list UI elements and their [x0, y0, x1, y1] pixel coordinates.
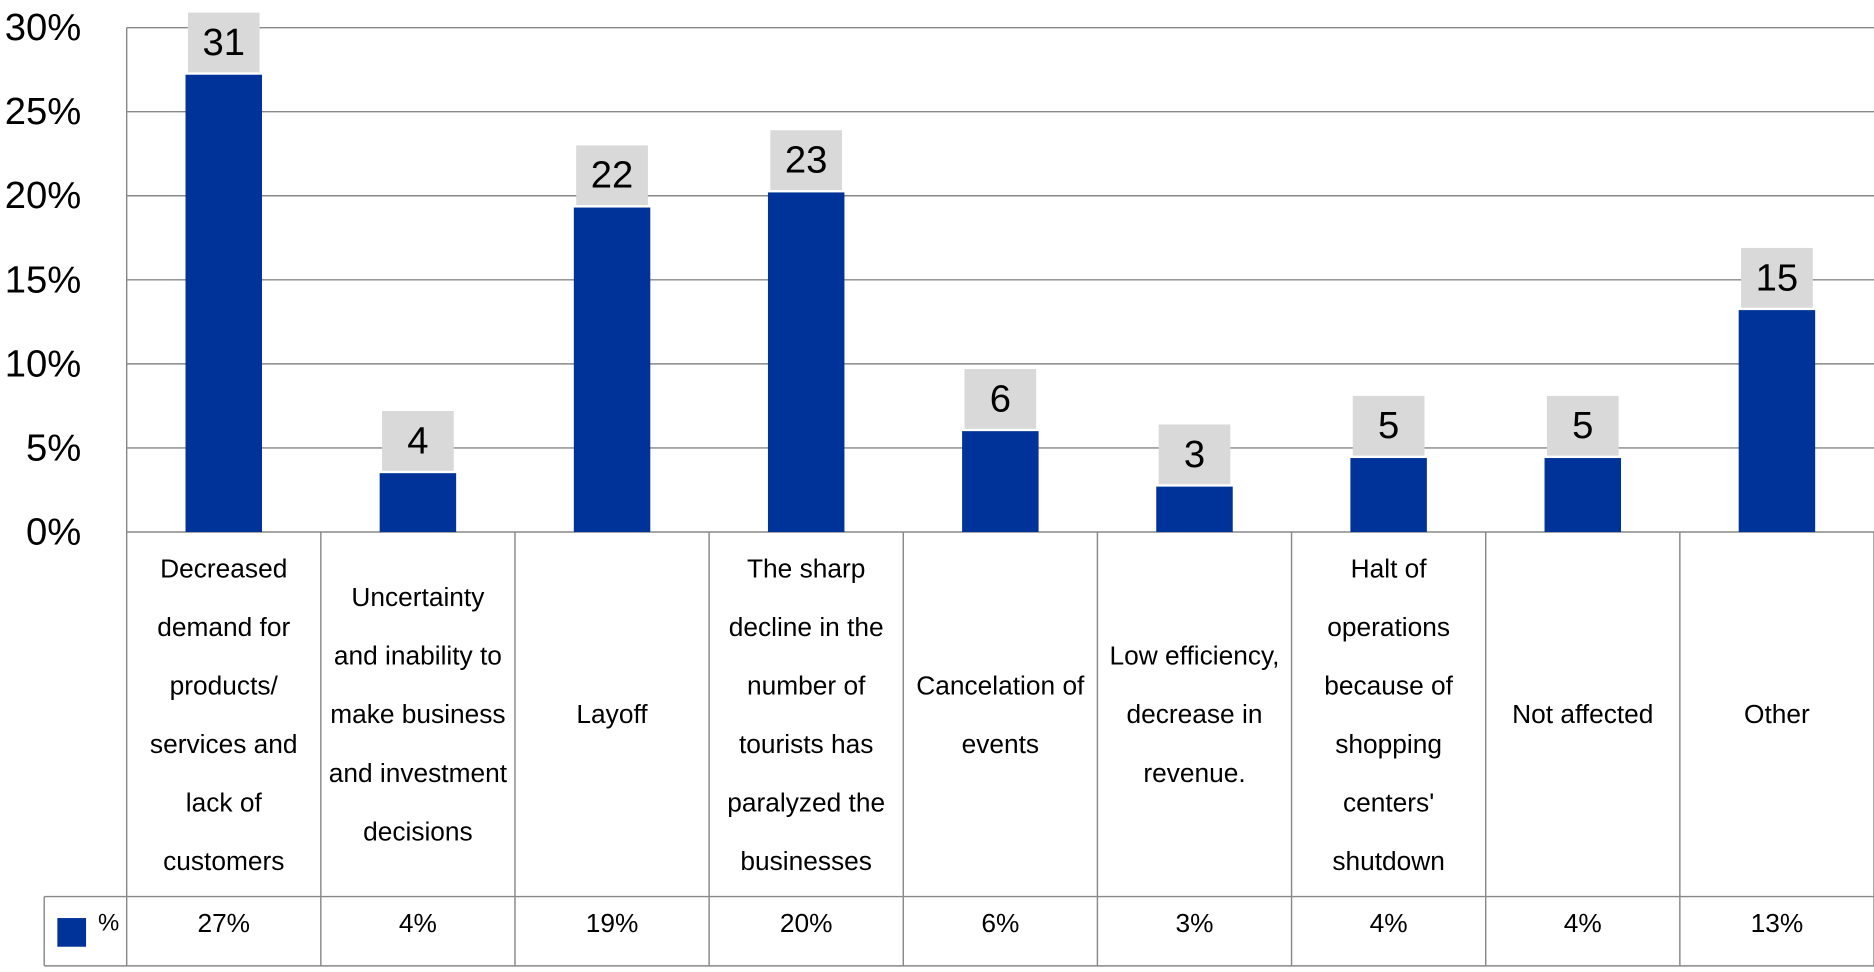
- bar: [1738, 310, 1816, 533]
- x-tick-label-box: Decreased demand for products/ services …: [149, 552, 298, 876]
- legend-swatch: [57, 918, 87, 947]
- table-value: 4%: [399, 908, 437, 938]
- count-label: 5: [1378, 404, 1399, 447]
- count-label: 22: [591, 154, 634, 197]
- table-value: 20%: [780, 908, 833, 938]
- y-tick-label: 15%: [5, 258, 82, 301]
- count-label-box: [576, 145, 648, 206]
- y-tick-label: 25%: [5, 90, 82, 133]
- x-tick-label-box: Layoff: [576, 699, 648, 730]
- bar: [767, 192, 845, 533]
- x-tick-label-box: Other: [1744, 699, 1810, 730]
- bar: [573, 207, 651, 533]
- x-tick-label-box: Halt of operations because of shopping c…: [1324, 552, 1453, 876]
- count-label-box: [770, 130, 843, 191]
- x-tick-label-box: Low efficiency, decrease in revenue.: [1109, 640, 1280, 788]
- count-label-box: [382, 411, 454, 471]
- table-value: 6%: [981, 908, 1019, 938]
- bar: [1156, 486, 1233, 533]
- legend-label: %: [98, 909, 119, 936]
- count-label-box: [1741, 247, 1813, 308]
- bar: [185, 74, 263, 533]
- y-tick-label: 5%: [26, 426, 81, 469]
- x-tick-label: Decreased demand for products/ services …: [149, 552, 298, 876]
- x-tick-label-box: Uncertainty and inability to make busine…: [328, 582, 508, 847]
- count-label: 31: [202, 21, 245, 64]
- count-label-box: [187, 12, 260, 73]
- bar: [379, 473, 457, 533]
- x-tick-label-box: Not affected: [1512, 699, 1654, 730]
- count-label-box: [1546, 395, 1619, 456]
- y-tick-label: 30%: [5, 6, 82, 49]
- table-value: 19%: [586, 908, 639, 938]
- table-value: 4%: [1370, 908, 1408, 938]
- count-label: 3: [1184, 433, 1205, 476]
- x-tick-label: Layoff: [576, 699, 648, 730]
- count-label: 4: [407, 419, 428, 462]
- y-tick-label: 0%: [26, 510, 81, 553]
- count-label: 23: [785, 139, 828, 182]
- table-value: 3%: [1175, 908, 1213, 938]
- bar: [1544, 458, 1622, 533]
- bar: [962, 431, 1039, 533]
- x-tick-label-box: Cancelation of events: [916, 670, 1085, 759]
- x-tick-label: Halt of operations because of shopping c…: [1324, 552, 1453, 876]
- count-label-box: [1352, 395, 1425, 456]
- count-label: 5: [1572, 404, 1593, 447]
- x-tick-label: Not affected: [1512, 699, 1654, 730]
- x-tick-label: Uncertainty and inability to make busine…: [328, 582, 508, 847]
- x-tick-label-box: The sharp decline in the number of touri…: [727, 552, 886, 876]
- table-value: 4%: [1564, 908, 1602, 938]
- count-label: 15: [1756, 256, 1799, 299]
- y-tick-label: 20%: [5, 174, 82, 217]
- bar: [1350, 458, 1427, 533]
- count-label-box: [1158, 424, 1231, 485]
- x-tick-label: Other: [1744, 699, 1810, 730]
- count-label: 6: [990, 377, 1011, 420]
- count-label-box: [964, 368, 1037, 429]
- x-tick-label: The sharp decline in the number of touri…: [727, 552, 886, 876]
- x-tick-label: Cancelation of events: [916, 670, 1085, 759]
- y-tick-label: 10%: [5, 342, 82, 385]
- table-value: 13%: [1751, 908, 1804, 938]
- x-tick-label: Low efficiency, decrease in revenue.: [1109, 640, 1280, 788]
- table-value: 27%: [197, 908, 250, 938]
